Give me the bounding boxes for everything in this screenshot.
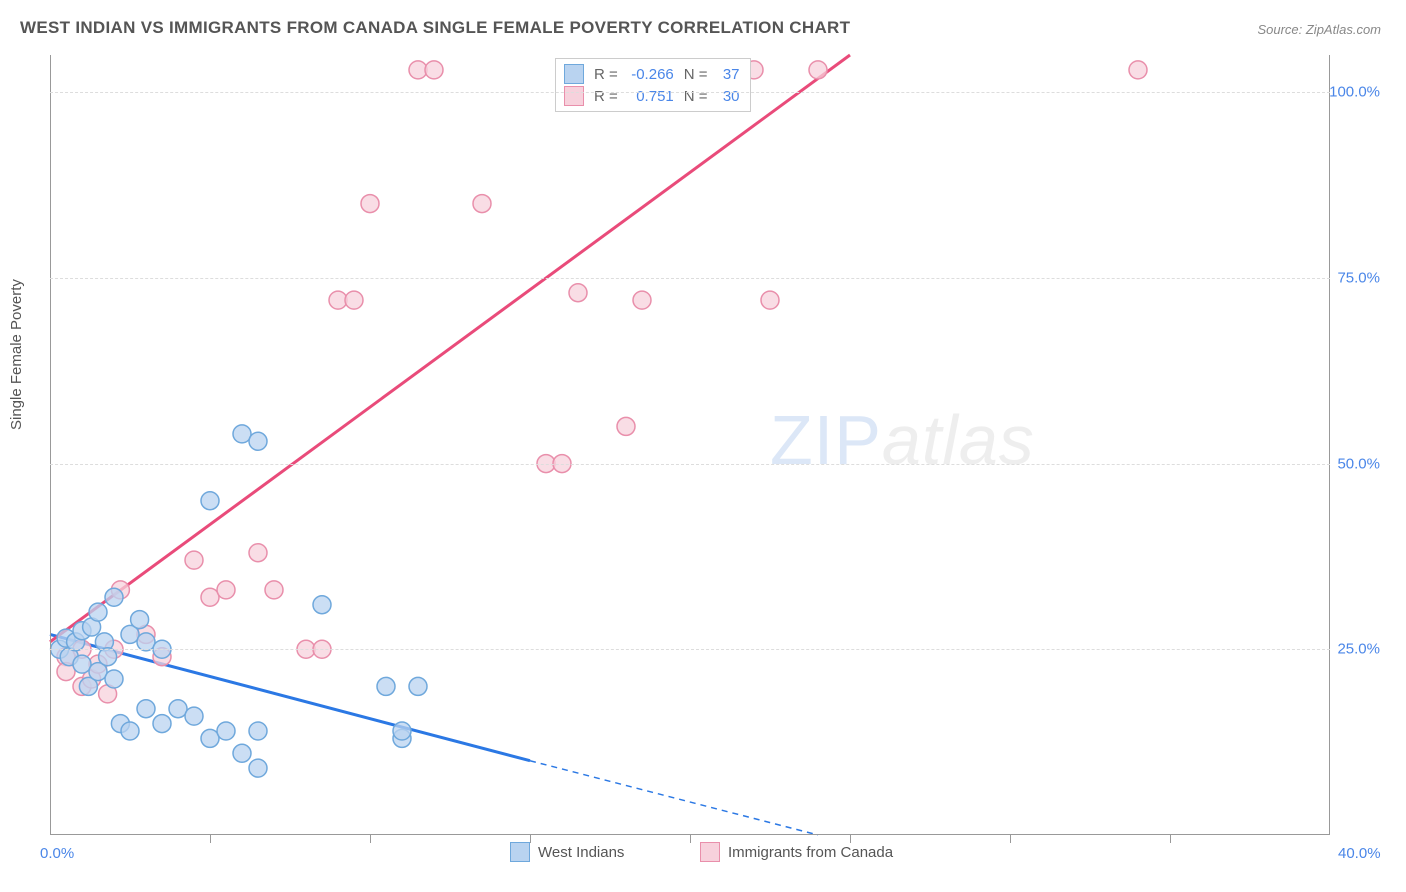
n-label-2: N = [684, 88, 708, 105]
n-value-pink: 30 [714, 88, 740, 105]
series-legend-pink: Immigrants from Canada [700, 842, 893, 862]
n-label: N = [684, 66, 708, 83]
y-axis-line [50, 55, 51, 835]
stats-row-blue: R = -0.266 N = 37 [564, 63, 740, 85]
legend-swatch-pink-2 [700, 842, 720, 862]
chart-container: WEST INDIAN VS IMMIGRANTS FROM CANADA SI… [0, 0, 1406, 892]
r-label: R = [594, 66, 618, 83]
x-tick-mark [210, 835, 211, 843]
r-value-pink: 0.751 [624, 88, 674, 105]
x-tick-mark [370, 835, 371, 843]
n-value-blue: 37 [714, 66, 740, 83]
x-tick-right: 40.0% [1338, 845, 1381, 862]
y-axis-label: Single Female Poverty [8, 279, 25, 430]
chart-title: WEST INDIAN VS IMMIGRANTS FROM CANADA SI… [20, 18, 850, 38]
gridline [50, 649, 1330, 650]
gridline [50, 92, 1330, 93]
y-tick-label: 50.0% [1325, 455, 1380, 472]
gridline [50, 278, 1330, 279]
y-tick-label: 75.0% [1325, 269, 1380, 286]
x-tick-left: 0.0% [40, 845, 74, 862]
series-label-pink: Immigrants from Canada [728, 844, 893, 861]
r-label-2: R = [594, 88, 618, 105]
legend-swatch-blue-2 [510, 842, 530, 862]
series-legend-blue: West Indians [510, 842, 624, 862]
y-tick-label: 100.0% [1325, 84, 1380, 101]
gridline [50, 464, 1330, 465]
y-axis-line-right [1329, 55, 1330, 835]
y-tick-label: 25.0% [1325, 641, 1380, 658]
stats-row-pink: R = 0.751 N = 30 [564, 85, 740, 107]
r-value-blue: -0.266 [624, 66, 674, 83]
legend-swatch-pink [564, 86, 584, 106]
x-tick-mark [1170, 835, 1171, 843]
plot-area: ZIPatlas R = -0.266 N = 37 R = 0.751 N =… [50, 55, 1380, 835]
series-label-blue: West Indians [538, 844, 624, 861]
legend-swatch-blue [564, 64, 584, 84]
x-tick-mark [1010, 835, 1011, 843]
x-tick-mark [690, 835, 691, 843]
stats-legend: R = -0.266 N = 37 R = 0.751 N = 30 [555, 58, 751, 112]
source-label: Source: ZipAtlas.com [1257, 22, 1381, 37]
chart-svg [50, 55, 1380, 835]
